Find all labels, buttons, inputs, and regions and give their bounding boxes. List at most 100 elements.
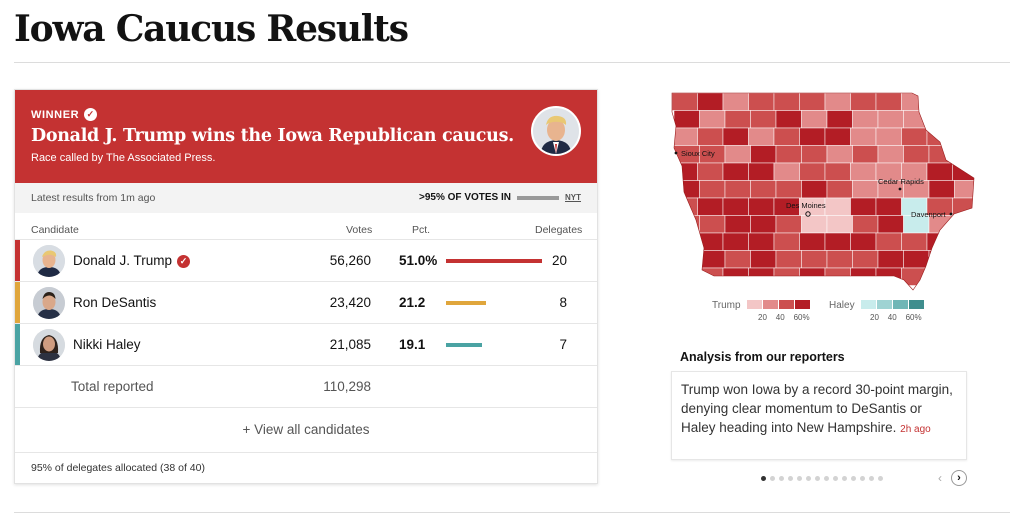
county-shape[interactable] bbox=[852, 180, 879, 199]
carousel-dot[interactable] bbox=[806, 476, 811, 481]
carousel-dot[interactable] bbox=[797, 476, 802, 481]
county-shape[interactable] bbox=[673, 110, 700, 129]
carousel-dots[interactable] bbox=[761, 476, 883, 481]
county-shape[interactable] bbox=[750, 145, 777, 164]
county-shape[interactable] bbox=[824, 197, 851, 216]
county-shape[interactable] bbox=[903, 145, 930, 164]
county-shape[interactable] bbox=[901, 93, 928, 111]
county-shape[interactable] bbox=[954, 110, 979, 129]
county-shape[interactable] bbox=[750, 250, 777, 269]
carousel-dot[interactable] bbox=[851, 476, 856, 481]
county-shape[interactable] bbox=[850, 232, 877, 251]
county-shape[interactable] bbox=[724, 145, 751, 164]
county-shape[interactable] bbox=[750, 180, 777, 199]
county-shape[interactable] bbox=[926, 232, 953, 251]
county-shape[interactable] bbox=[954, 180, 979, 199]
county-shape[interactable] bbox=[697, 197, 724, 216]
county-shape[interactable] bbox=[850, 162, 877, 181]
county-shape[interactable] bbox=[799, 93, 826, 111]
county-shape[interactable] bbox=[877, 110, 904, 129]
county-shape[interactable] bbox=[852, 250, 879, 269]
county-shape[interactable] bbox=[724, 215, 751, 234]
carousel-dot[interactable] bbox=[833, 476, 838, 481]
county-shape[interactable] bbox=[824, 93, 851, 111]
carousel-dot[interactable] bbox=[824, 476, 829, 481]
county-shape[interactable] bbox=[928, 250, 955, 269]
county-shape[interactable] bbox=[850, 127, 877, 146]
county-shape[interactable] bbox=[773, 232, 800, 251]
county-shape[interactable] bbox=[852, 215, 879, 234]
county-shape[interactable] bbox=[901, 127, 928, 146]
carousel-dot[interactable] bbox=[860, 476, 865, 481]
county-shape[interactable] bbox=[750, 215, 777, 234]
county-shape[interactable] bbox=[748, 162, 775, 181]
county-shape[interactable] bbox=[954, 215, 979, 234]
table-row[interactable]: Donald J. Trump ✓ 56,260 51.0% 20 bbox=[15, 239, 597, 282]
county-shape[interactable] bbox=[875, 197, 902, 216]
county-shape[interactable] bbox=[877, 145, 904, 164]
county-shape[interactable] bbox=[672, 93, 698, 111]
county-shape[interactable] bbox=[722, 127, 749, 146]
county-shape[interactable] bbox=[877, 215, 904, 234]
county-shape[interactable] bbox=[952, 93, 979, 111]
county-shape[interactable] bbox=[773, 127, 800, 146]
carousel-dot[interactable] bbox=[878, 476, 883, 481]
county-shape[interactable] bbox=[773, 93, 800, 111]
county-shape[interactable] bbox=[875, 267, 902, 286]
county-shape[interactable] bbox=[826, 110, 853, 129]
county-shape[interactable] bbox=[699, 215, 726, 234]
county-shape[interactable] bbox=[775, 180, 802, 199]
county-shape[interactable] bbox=[824, 127, 851, 146]
county-shape[interactable] bbox=[773, 162, 800, 181]
county-shape[interactable] bbox=[852, 110, 879, 129]
carousel-dot[interactable] bbox=[779, 476, 784, 481]
county-shape[interactable] bbox=[722, 93, 749, 111]
county-shape[interactable] bbox=[903, 250, 930, 269]
county-shape[interactable] bbox=[952, 267, 979, 286]
county-shape[interactable] bbox=[775, 145, 802, 164]
county-results-map[interactable]: Sioux City Cedar Rapids Des Moines Daven… bbox=[668, 90, 978, 295]
carousel-dot[interactable] bbox=[761, 476, 766, 481]
county-shape[interactable] bbox=[852, 145, 879, 164]
county-shape[interactable] bbox=[954, 145, 979, 164]
county-shape[interactable] bbox=[775, 110, 802, 129]
county-shape[interactable] bbox=[722, 197, 749, 216]
table-row[interactable]: Nikki Haley 21,085 19.1 7 bbox=[15, 323, 597, 366]
county-shape[interactable] bbox=[875, 127, 902, 146]
county-shape[interactable] bbox=[826, 250, 853, 269]
county-shape[interactable] bbox=[903, 110, 930, 129]
county-shape[interactable] bbox=[875, 232, 902, 251]
county-shape[interactable] bbox=[926, 162, 953, 181]
county-shape[interactable] bbox=[926, 267, 953, 286]
carousel-dot[interactable] bbox=[788, 476, 793, 481]
county-shape[interactable] bbox=[875, 93, 902, 111]
carousel-dot[interactable] bbox=[869, 476, 874, 481]
county-shape[interactable] bbox=[748, 197, 775, 216]
county-shape[interactable] bbox=[850, 93, 877, 111]
county-shape[interactable] bbox=[697, 267, 724, 286]
county-shape[interactable] bbox=[801, 145, 828, 164]
analysis-card[interactable]: Trump won Iowa by a record 30-point marg… bbox=[671, 371, 967, 460]
county-shape[interactable] bbox=[775, 215, 802, 234]
carousel-dot[interactable] bbox=[815, 476, 820, 481]
county-shape[interactable] bbox=[824, 267, 851, 286]
table-row[interactable]: Ron DeSantis 23,420 21.2 8 bbox=[15, 281, 597, 324]
county-shape[interactable] bbox=[877, 250, 904, 269]
view-all-candidates-button[interactable]: + View all candidates bbox=[15, 407, 597, 452]
county-shape[interactable] bbox=[801, 250, 828, 269]
county-shape[interactable] bbox=[799, 232, 826, 251]
county-shape[interactable] bbox=[826, 180, 853, 199]
county-shape[interactable] bbox=[801, 180, 828, 199]
county-shape[interactable] bbox=[799, 267, 826, 286]
county-shape[interactable] bbox=[672, 232, 698, 251]
county-shape[interactable] bbox=[748, 93, 775, 111]
county-shape[interactable] bbox=[824, 232, 851, 251]
chevron-left-icon[interactable]: ‹ bbox=[938, 471, 942, 485]
nyt-source-link[interactable]: NYT bbox=[565, 193, 581, 202]
county-shape[interactable] bbox=[748, 267, 775, 286]
county-shape[interactable] bbox=[748, 127, 775, 146]
county-shape[interactable] bbox=[824, 162, 851, 181]
county-shape[interactable] bbox=[826, 145, 853, 164]
county-shape[interactable] bbox=[697, 127, 724, 146]
carousel-dot[interactable] bbox=[770, 476, 775, 481]
